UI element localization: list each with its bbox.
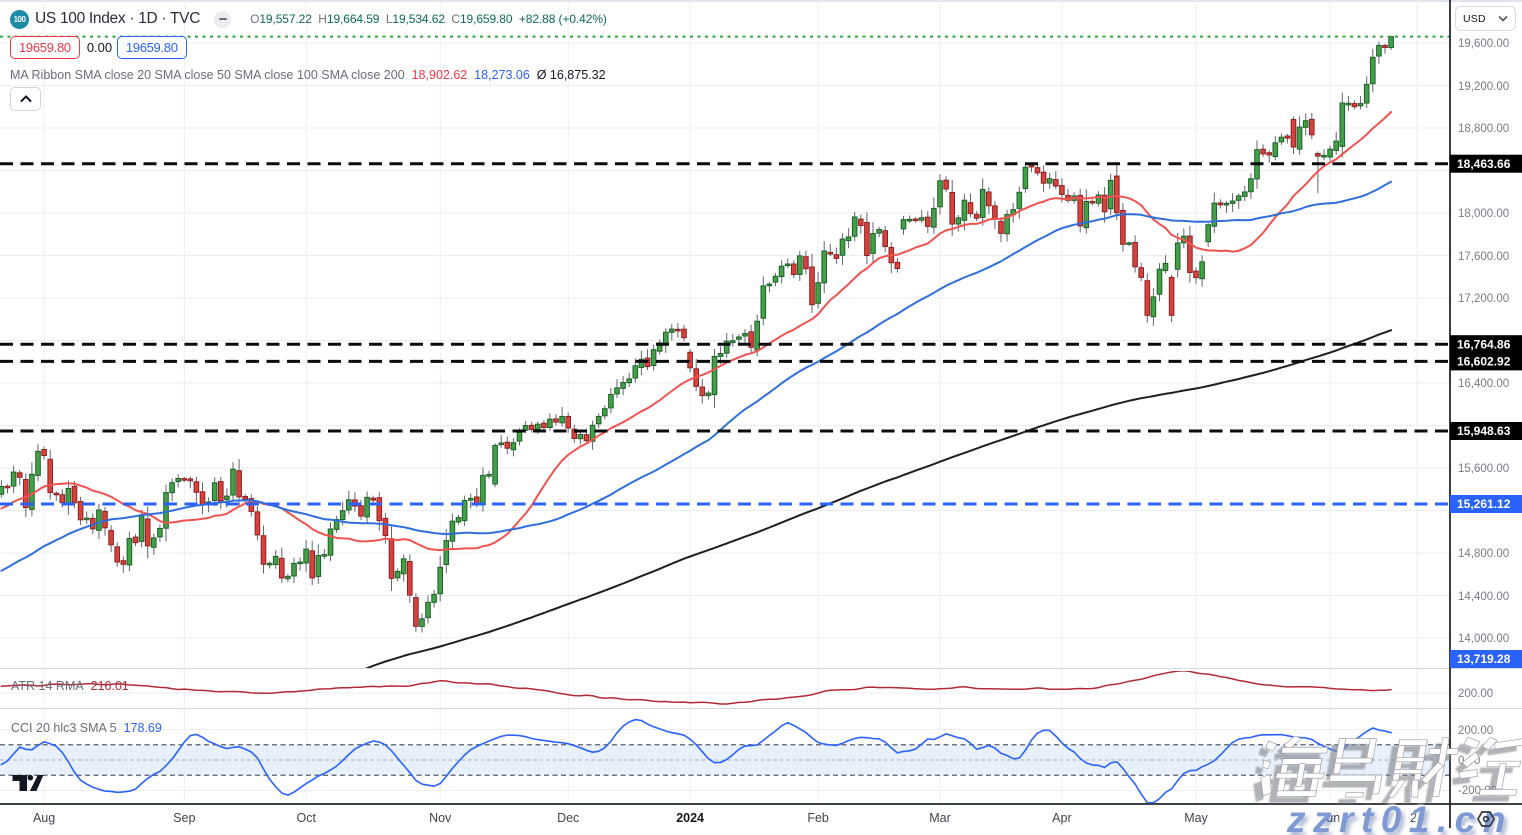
svg-text:Sep: Sep [173, 811, 195, 825]
svg-text:15,261.12: 15,261.12 [1457, 497, 1511, 511]
svg-text:May: May [1184, 811, 1208, 825]
svg-text:14,800.00: 14,800.00 [1458, 548, 1509, 560]
svg-text:18,800.00: 18,800.00 [1458, 123, 1509, 135]
svg-text:16,602.92: 16,602.92 [1457, 355, 1511, 369]
svg-text:17,200.00: 17,200.00 [1458, 293, 1509, 305]
svg-text:Mar: Mar [929, 811, 951, 825]
svg-text:2024: 2024 [676, 811, 704, 825]
svg-text:14,400.00: 14,400.00 [1458, 591, 1509, 603]
svg-text:Nov: Nov [429, 811, 452, 825]
svg-text:18,463.66: 18,463.66 [1457, 157, 1511, 171]
svg-text:Jun: Jun [1320, 811, 1340, 825]
svg-text:200.00: 200.00 [1458, 688, 1493, 700]
svg-text:15,948.63: 15,948.63 [1457, 424, 1511, 438]
svg-text:15,600.00: 15,600.00 [1458, 463, 1509, 475]
svg-text:19,200.00: 19,200.00 [1458, 81, 1509, 93]
svg-text:16,400.00: 16,400.00 [1458, 378, 1509, 390]
svg-text:14,000.00: 14,000.00 [1458, 633, 1509, 645]
svg-text:200.00: 200.00 [1458, 725, 1493, 737]
svg-text:Oct: Oct [296, 811, 316, 825]
svg-text:16,764.86: 16,764.86 [1457, 337, 1511, 351]
svg-text:17,600.00: 17,600.00 [1458, 251, 1509, 263]
svg-text:19,600.00: 19,600.00 [1458, 38, 1509, 50]
svg-text:24: 24 [1410, 811, 1424, 825]
svg-text:Feb: Feb [807, 811, 829, 825]
svg-text:Apr: Apr [1052, 811, 1071, 825]
svg-text:Dec: Dec [557, 811, 579, 825]
svg-text:18,000.00: 18,000.00 [1458, 208, 1509, 220]
svg-text:Aug: Aug [33, 811, 55, 825]
svg-text:13,719.28: 13,719.28 [1457, 652, 1511, 666]
